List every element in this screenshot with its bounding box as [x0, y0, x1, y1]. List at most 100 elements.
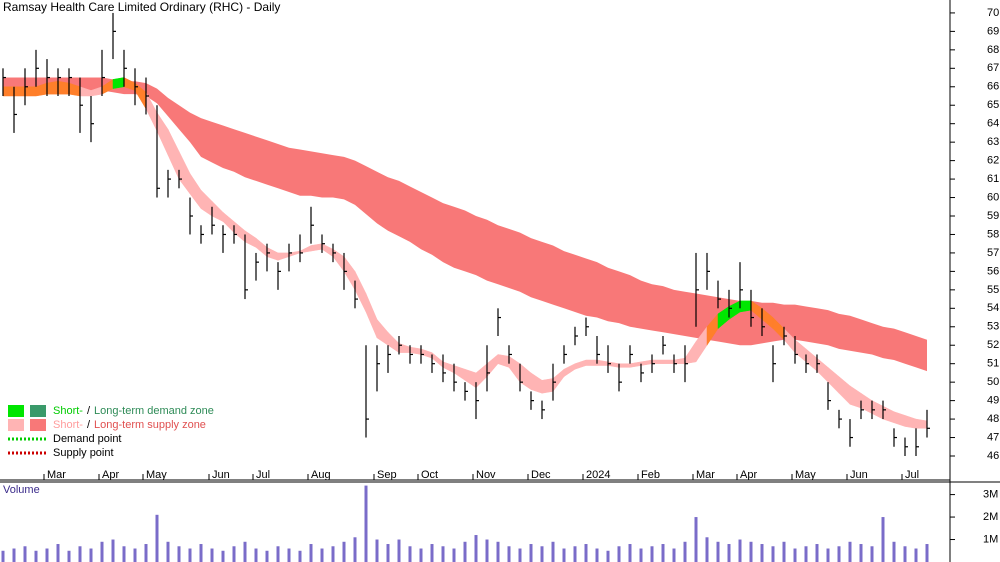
volume-bar: [837, 546, 841, 562]
legend-text: /: [87, 419, 91, 431]
short-term-band: [57, 80, 70, 95]
volume-bar: [386, 544, 390, 562]
volume-bar: [595, 548, 599, 562]
volume-bar: [716, 541, 720, 562]
volume-bar: [298, 550, 302, 562]
volume-bar: [694, 517, 698, 562]
volume-bar: [309, 544, 313, 562]
y-tick-label: 60: [987, 191, 999, 203]
volume-bar: [892, 541, 896, 562]
volume-bar: [815, 544, 819, 562]
x-tick-label: Mar: [47, 469, 66, 481]
short-term-band: [662, 359, 675, 364]
volume-bar: [210, 548, 214, 562]
legend-label: Short- / Long-term supply zone: [53, 419, 206, 431]
x-tick-label: Mar: [696, 469, 715, 481]
volume-bar: [111, 539, 115, 562]
legend-swatch: [30, 419, 46, 431]
short-term-band: [46, 80, 59, 95]
volume-bar: [551, 541, 555, 562]
volume-bar: [661, 544, 665, 562]
volume-bar: [221, 550, 225, 562]
volume-bar: [408, 546, 412, 562]
legend-text: Long-term demand zone: [94, 405, 214, 417]
x-tick-label: Apr: [740, 469, 757, 481]
y-tick-label: 67: [987, 62, 999, 74]
volume-bar: [573, 546, 577, 562]
volume-bar: [760, 544, 764, 562]
y-tick-label: 57: [987, 247, 999, 259]
volume-bar: [67, 550, 71, 562]
volume-bar: [133, 548, 137, 562]
short-term-band: [13, 86, 26, 97]
x-tick-label: Apr: [102, 469, 119, 481]
y-tick-label: 64: [987, 118, 999, 130]
volume-bar: [584, 544, 588, 562]
legend-text: Short-: [53, 405, 83, 417]
volume-bar: [100, 541, 104, 562]
volume-bar: [419, 548, 423, 562]
y-tick-label: 59: [987, 210, 999, 222]
volume-bar: [1, 550, 5, 562]
volume-bar: [628, 544, 632, 562]
volume-bar: [727, 544, 731, 562]
short-term-band: [585, 359, 598, 366]
y-tick-label: 63: [987, 136, 999, 148]
volume-bar: [848, 541, 852, 562]
x-tick-label: Dec: [531, 469, 551, 481]
short-term-band: [112, 77, 125, 89]
x-tick-label: Feb: [641, 469, 660, 481]
volume-bar: [353, 537, 357, 562]
volume-bar: [826, 548, 830, 562]
volume-bar: [474, 535, 478, 562]
volume-bar: [144, 544, 148, 562]
volume-bar: [166, 541, 170, 562]
volume-bar: [771, 546, 775, 562]
volume-bar: [441, 546, 445, 562]
volume-bar: [562, 548, 566, 562]
volume-bar: [705, 537, 709, 562]
volume-bar: [738, 539, 742, 562]
y-tick-label: 66: [987, 81, 999, 93]
volume-tick-label: 2M: [983, 511, 998, 523]
legend-label: Supply point: [53, 447, 114, 459]
volume-bar: [881, 517, 885, 562]
y-tick-label: 55: [987, 284, 999, 296]
volume-bar: [617, 546, 621, 562]
legend-label: Demand point: [53, 433, 122, 445]
y-tick-label: 50: [987, 376, 999, 388]
y-tick-label: 68: [987, 44, 999, 56]
x-tick-label: 2024: [586, 469, 610, 481]
legend-text: Long-term supply zone: [94, 419, 206, 431]
volume-bar: [859, 544, 863, 562]
short-term-band: [24, 86, 37, 97]
volume-bar: [639, 548, 643, 562]
volume-bar: [45, 548, 49, 562]
y-tick-label: 56: [987, 265, 999, 277]
volume-label: Volume: [3, 484, 40, 496]
volume-bar: [34, 550, 38, 562]
volume-bar: [232, 546, 236, 562]
volume-bar: [122, 546, 126, 562]
volume-bar: [606, 550, 610, 562]
x-tick-label: Jun: [212, 469, 230, 481]
volume-bar: [430, 544, 434, 562]
volume-bar: [78, 546, 82, 562]
volume-bar: [23, 546, 27, 562]
x-tick-label: Jul: [256, 469, 270, 481]
short-term-band: [618, 363, 631, 368]
x-tick-label: May: [146, 469, 167, 481]
y-tick-label: 46: [987, 450, 999, 462]
volume-bar: [650, 546, 654, 562]
y-tick-label: 58: [987, 228, 999, 240]
y-tick-label: 47: [987, 431, 999, 443]
volume-bar: [749, 541, 753, 562]
x-tick-label: Jun: [850, 469, 868, 481]
volume-bar: [672, 548, 676, 562]
x-tick-label: Oct: [421, 469, 438, 481]
volume-bar: [320, 548, 324, 562]
short-term-band: [541, 378, 554, 394]
volume-bar: [540, 546, 544, 562]
legend-swatch: [8, 419, 24, 431]
volume-bar: [12, 548, 16, 562]
